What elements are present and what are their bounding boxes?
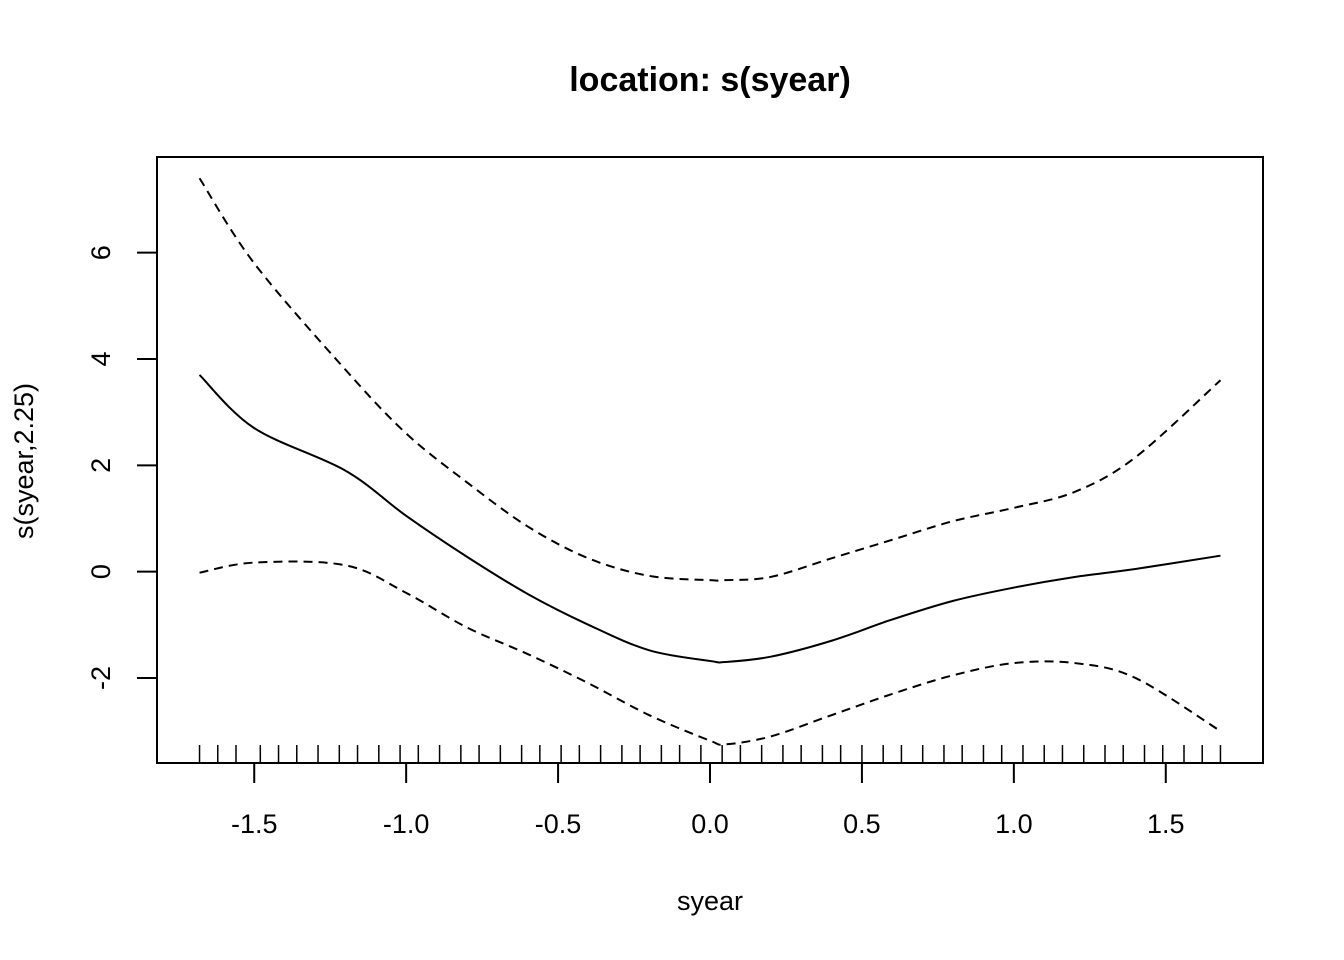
rug-marks <box>198 745 1222 763</box>
series-layer <box>198 177 1222 746</box>
estimate-line <box>198 374 1221 664</box>
x-tick-label: -0.5 <box>535 809 582 839</box>
y-tick-label: 4 <box>86 351 116 366</box>
y-tick-label: -2 <box>86 666 116 690</box>
chart-title: location: s(syear) <box>569 61 851 99</box>
y-tick-label: 6 <box>86 245 116 260</box>
x-axis: -1.5 -1.0 -0.5 0.0 0.5 1.0 1.5 <box>231 762 1185 839</box>
x-tick-label: 0.5 <box>843 809 881 839</box>
y-tick-label: 0 <box>86 564 116 579</box>
x-tick-label: 0.0 <box>691 809 729 839</box>
lower-confidence-band <box>199 560 1221 746</box>
x-tick-label: -1.0 <box>383 809 430 839</box>
x-tick-label: 1.0 <box>995 809 1033 839</box>
y-axis-label: s(syear,2.25) <box>9 383 39 539</box>
upper-confidence-band <box>198 177 1222 582</box>
y-tick-label: 2 <box>86 458 116 473</box>
x-tick-label: -1.5 <box>231 809 278 839</box>
y-axis: -2 0 2 4 6 <box>86 245 158 690</box>
x-axis-label: syear <box>677 886 743 916</box>
x-tick-label: 1.5 <box>1147 809 1185 839</box>
